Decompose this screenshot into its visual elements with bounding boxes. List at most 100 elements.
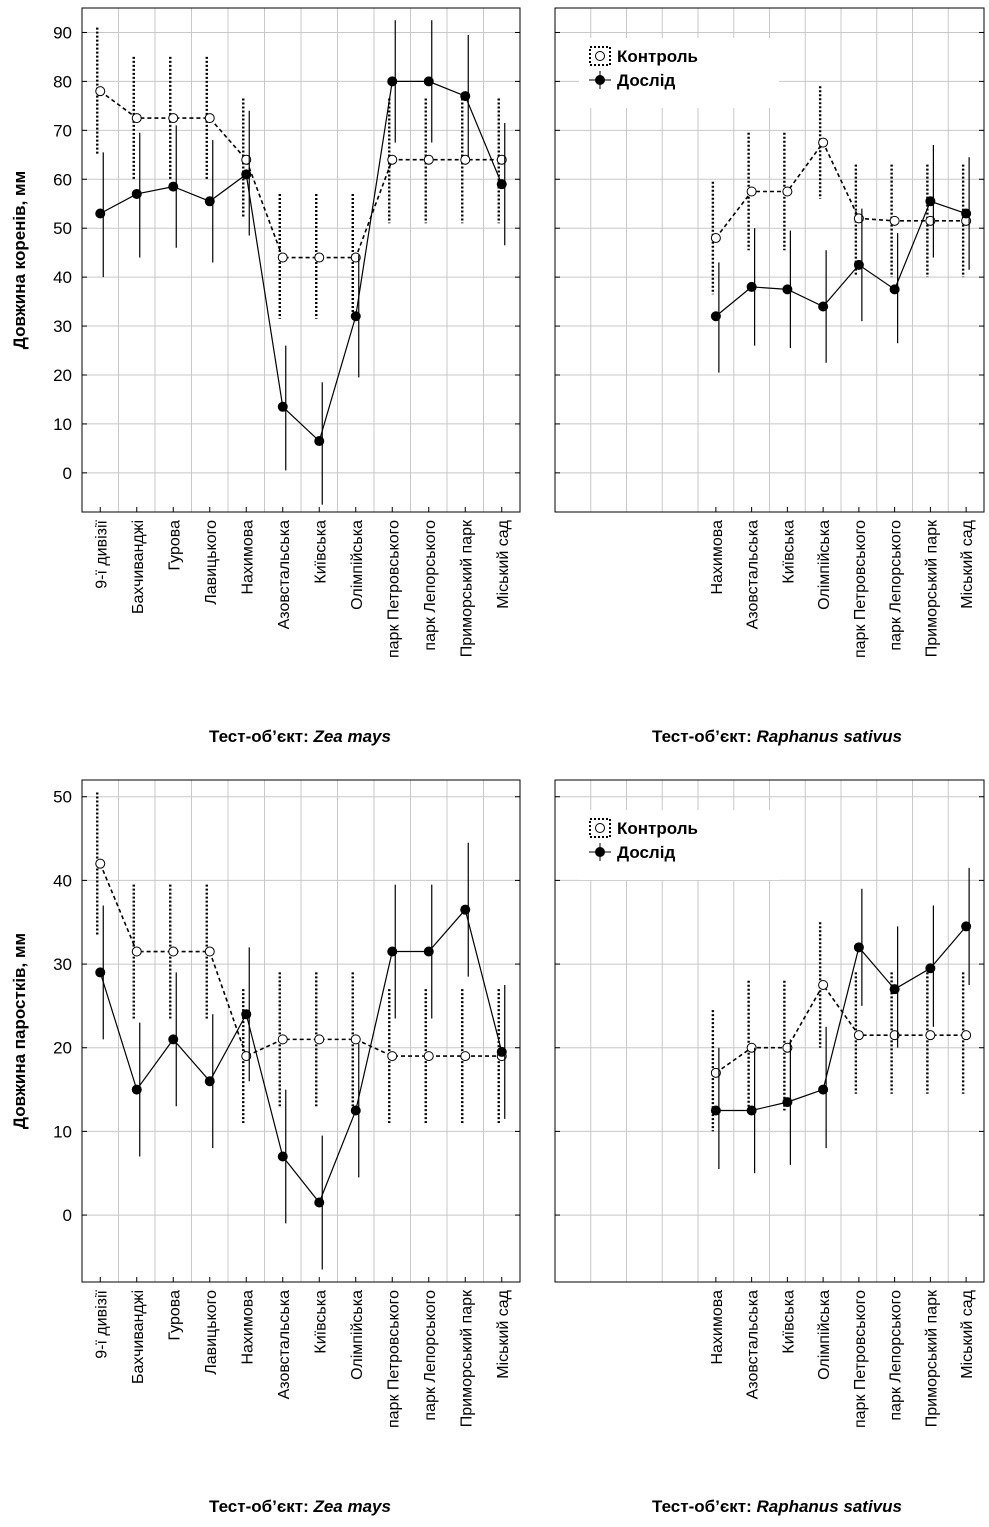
data-point-experiment <box>131 1084 142 1095</box>
data-point-experiment <box>131 188 142 199</box>
y-tick-label: 0 <box>63 464 72 483</box>
data-point-control <box>853 1030 864 1041</box>
caption-prefix: Тест-об’єкт: <box>652 1497 756 1516</box>
data-point-experiment <box>925 196 936 207</box>
legend-label: Контроль <box>617 47 698 66</box>
x-tick-label: Азовстальська <box>745 520 762 629</box>
x-tick-label: Приморський парк <box>923 519 940 657</box>
caption-prefix: Тест-об’єкт: <box>652 727 756 746</box>
data-point-experiment <box>168 1034 179 1045</box>
x-tick-label: парк Петровського <box>852 520 869 658</box>
legend-marker-control <box>595 51 605 61</box>
y-tick-label: 20 <box>53 366 72 385</box>
data-point-control <box>423 1051 434 1062</box>
y-tick-label: 0 <box>63 1206 72 1225</box>
chart-panel-1: 0 10 20 30 40 50 60 70 80 90 Довжина коренів, мм 9-… <box>10 7 521 746</box>
x-tick-label: Гурова <box>166 1290 183 1341</box>
x-tick-label: парк Петровського <box>385 1290 402 1428</box>
x-tick-label: Міський сад <box>495 1289 512 1378</box>
data-point-experiment <box>95 967 106 978</box>
data-point-control <box>131 946 142 957</box>
x-tick-label: 9-ї дивізії <box>93 519 110 588</box>
y-tick-label: 80 <box>53 72 72 91</box>
y-tick-label: 10 <box>53 415 72 434</box>
data-point-control <box>131 113 142 124</box>
series-control <box>710 86 972 295</box>
x-tick-label: парк Петровського <box>852 1290 869 1428</box>
data-point-experiment <box>387 76 398 87</box>
x-tick-label: Олімпійська <box>349 520 366 610</box>
gridlines <box>555 8 984 512</box>
plot-frame <box>554 7 985 513</box>
x-tick-label: Міський сад <box>495 519 512 608</box>
data-point-experiment <box>818 1084 829 1095</box>
data-point-control <box>277 1034 288 1045</box>
y-tick-label: 70 <box>53 121 72 140</box>
legend-label: Дослід <box>617 843 675 862</box>
y-axis: 0 10 20 30 40 50 60 70 80 90 <box>53 23 520 483</box>
data-point-experiment <box>241 1009 252 1020</box>
data-point-experiment <box>889 284 900 295</box>
series-line <box>715 926 967 1112</box>
data-point-experiment <box>204 1076 215 1087</box>
data-point-experiment <box>889 984 900 995</box>
data-point-control <box>387 1051 398 1062</box>
data-point-experiment <box>782 1097 793 1108</box>
data-point-experiment <box>746 281 757 292</box>
panel-caption: Тест-об’єкт: Raphanus sativus <box>652 727 902 746</box>
data-point-experiment <box>460 91 471 102</box>
data-point-experiment <box>496 1046 507 1057</box>
data-point-control <box>961 1030 972 1041</box>
x-tick-label: Бахчиванджі <box>130 1290 147 1384</box>
caption-prefix: Тест-об’єкт: <box>209 727 313 746</box>
y-tick-label: 10 <box>53 1122 72 1141</box>
data-point-experiment <box>423 76 434 87</box>
data-point-control <box>710 1067 721 1078</box>
data-point-control <box>168 946 179 957</box>
series-experiment <box>710 145 972 373</box>
panel-caption: Тест-об’єкт: Raphanus sativus <box>652 1497 902 1516</box>
x-tick-label: парк Лепорського <box>888 520 905 651</box>
x-tick-label: Бахчиванджі <box>130 520 147 614</box>
data-point-experiment <box>277 401 288 412</box>
y-tick-label: 60 <box>53 170 72 189</box>
data-point-control <box>350 252 361 263</box>
x-tick-label: Азовстальська <box>276 520 293 629</box>
x-tick-label: Київська <box>312 1290 329 1354</box>
data-point-control <box>710 232 721 243</box>
y-tick-label: 50 <box>53 219 72 238</box>
data-point-control <box>818 137 829 148</box>
data-point-experiment <box>853 259 864 270</box>
series-line <box>715 983 967 1074</box>
data-point-control <box>387 154 398 165</box>
y-axis-title: Довжина паростків, мм <box>10 933 29 1129</box>
series-line <box>99 90 502 259</box>
y-tick-label: 20 <box>53 1039 72 1058</box>
caption-species: Zea mays <box>312 1497 391 1516</box>
x-tick-label: Київська <box>312 520 329 584</box>
x-tick-label: Нахимова <box>709 520 726 595</box>
data-point-control <box>350 1034 361 1045</box>
data-point-experiment <box>710 1105 721 1116</box>
data-point-experiment <box>496 179 507 190</box>
data-point-experiment <box>314 436 325 447</box>
gridlines <box>82 8 520 512</box>
x-tick-label: 9-ї дивізії <box>93 1289 110 1358</box>
series-experiment <box>710 867 972 1174</box>
data-point-experiment <box>204 196 215 207</box>
data-point-control <box>746 1042 757 1053</box>
x-tick-label: Київська <box>780 520 797 584</box>
legend-background <box>579 810 779 880</box>
y-axis <box>555 31 984 474</box>
data-point-control <box>889 215 900 226</box>
legend-marker-experiment <box>595 847 605 857</box>
x-tick-label: Міський сад <box>959 1289 976 1378</box>
chart-panel-2: Нахимова Азовстальська Київська Олімпійська… <box>554 7 985 746</box>
x-tick-label: Олімпійська <box>816 520 833 610</box>
data-point-control <box>423 154 434 165</box>
data-point-control <box>782 1042 793 1053</box>
series-line <box>715 141 967 239</box>
data-point-control <box>168 113 179 124</box>
x-tick-label: Приморський парк <box>458 519 475 657</box>
legend-label: Контроль <box>617 819 698 838</box>
